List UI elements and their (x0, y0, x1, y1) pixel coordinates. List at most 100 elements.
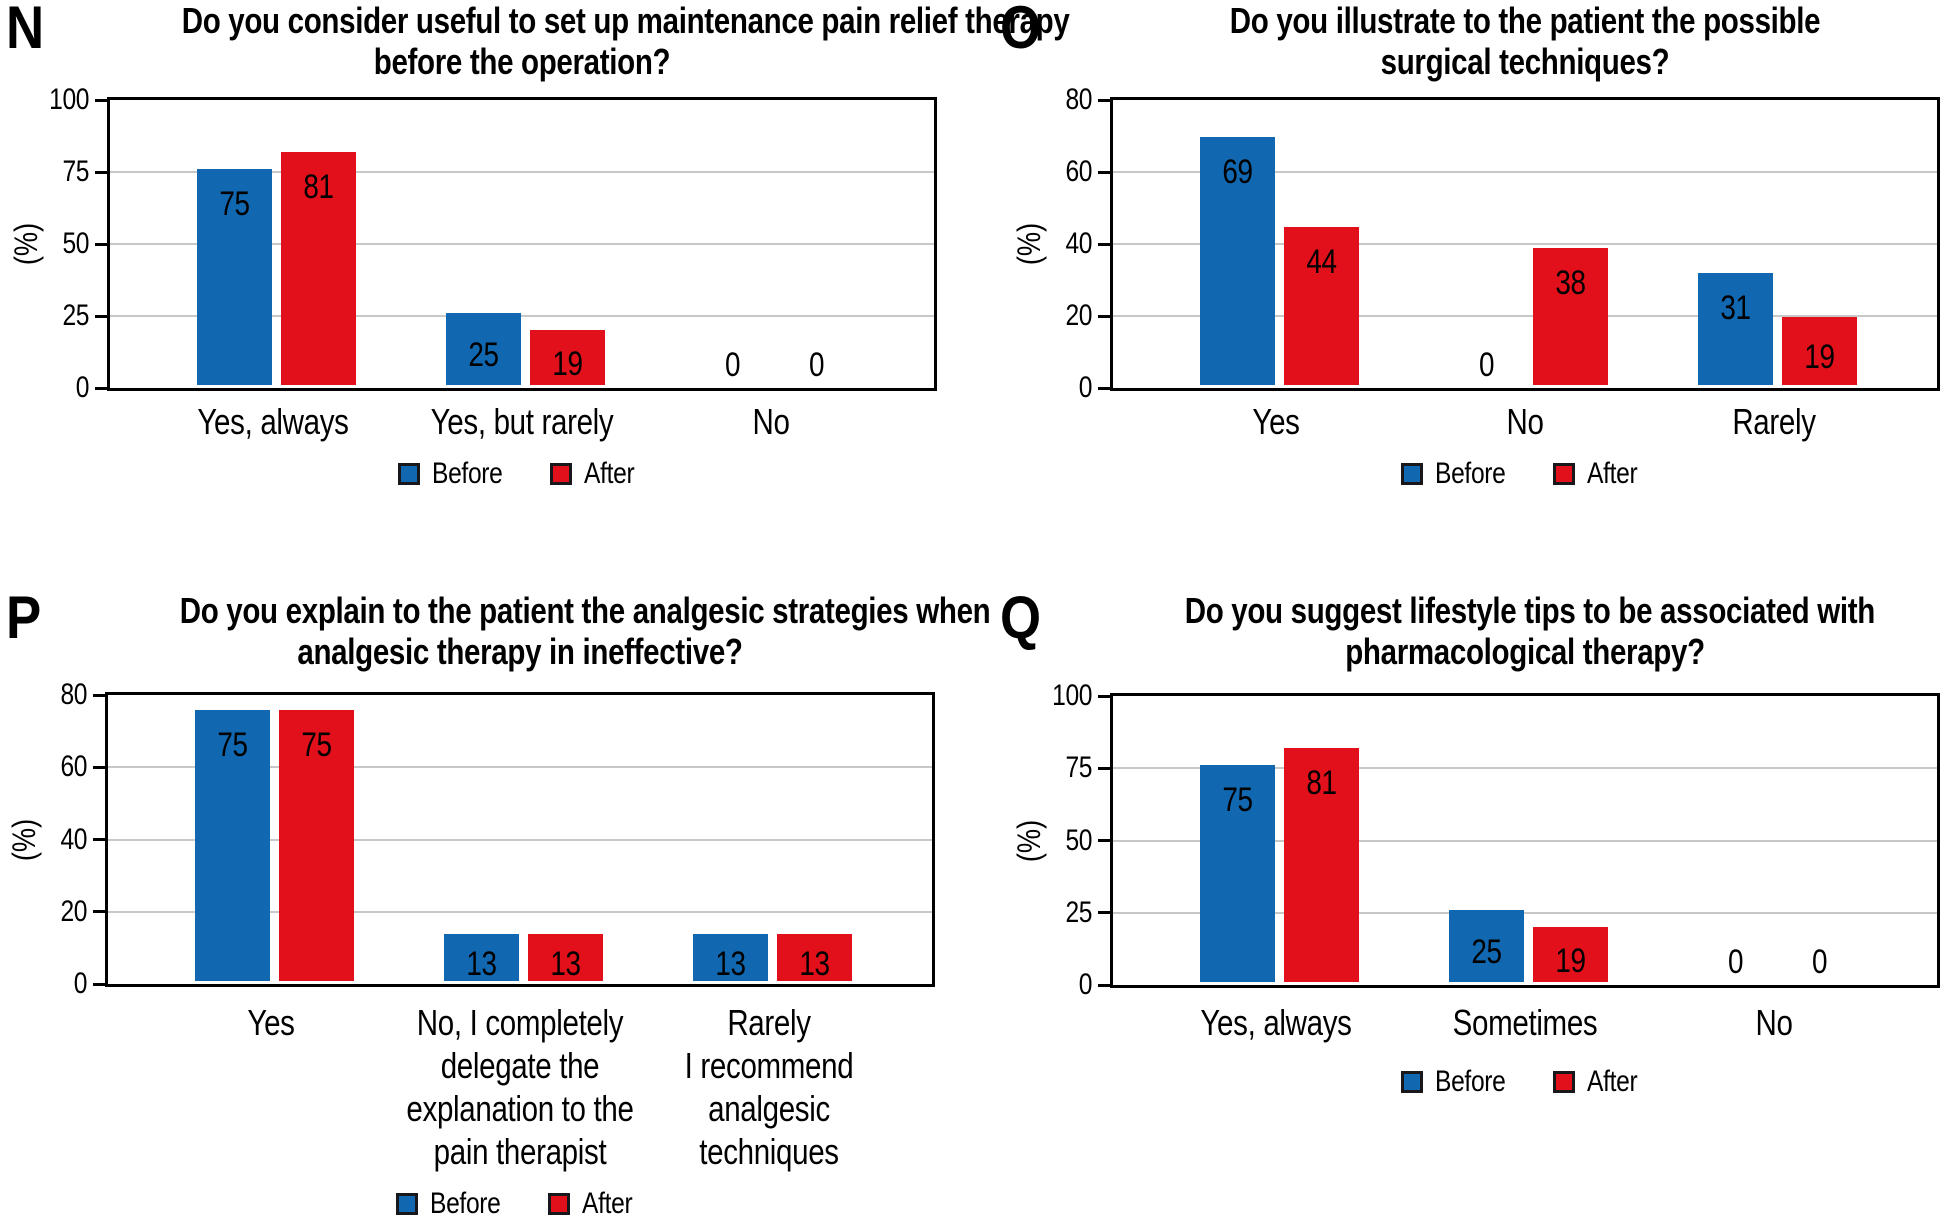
y-tick-label: 100 (49, 83, 89, 116)
bar-before (196, 169, 272, 385)
legend-label-before: Before (1435, 457, 1506, 490)
y-tick-mark (95, 386, 107, 390)
y-tick-label: 80 (1065, 83, 1092, 116)
x-category-label-line: Sometimes (1452, 1002, 1598, 1043)
legend-label-before: Before (432, 457, 503, 490)
bar-before (443, 934, 519, 981)
bar-value-label: 38 (1554, 264, 1586, 303)
y-tick-mark (95, 170, 107, 174)
legend-swatch-before (1401, 463, 1424, 485)
y-tick-mark (1098, 98, 1110, 102)
bar-after (1283, 226, 1359, 385)
y-tick-label: 75 (1065, 751, 1092, 785)
bar-value-label: 0 (808, 346, 824, 384)
bar-value-label: 25 (1470, 932, 1502, 971)
x-category-label-line: No, I completely (416, 1002, 624, 1043)
legend: Before After (105, 1188, 935, 1220)
legend: Before After (107, 458, 937, 490)
gridline (1113, 911, 1937, 914)
chart-title-line: Do you suggest lifestyle tips to be asso… (1184, 590, 1876, 631)
y-tick-label: 40 (1065, 227, 1092, 260)
gridline (1113, 243, 1937, 245)
legend-swatch-before (396, 1193, 419, 1215)
panel-letter: Q (1000, 584, 1042, 651)
y-tick-label: 0 (1078, 371, 1093, 404)
bar-value-label: 13 (714, 944, 746, 983)
gridline (1113, 839, 1937, 842)
plot-area: 75 81 25 19 0 0 (1110, 693, 1940, 988)
bar-before (445, 313, 521, 385)
bar-value-label: 19 (1803, 337, 1835, 376)
x-category-label: Yes (111, 1001, 431, 1044)
panel-letter: N (6, 0, 45, 61)
legend-swatch-after (548, 1193, 571, 1215)
y-tick-label: 50 (62, 227, 89, 260)
y-tick-label: 20 (1065, 299, 1092, 332)
y-tick-mark (1098, 242, 1110, 246)
bar-before (1199, 765, 1275, 982)
chart-title: Do you suggest lifestyle tips to be asso… (1110, 590, 1940, 672)
bar-after (1532, 927, 1608, 982)
bar-after (776, 934, 852, 981)
x-category-label-line: Yes, always (197, 401, 349, 442)
bar-after (1532, 248, 1608, 385)
gridline (1113, 171, 1937, 173)
bar-value-label: 19 (1554, 941, 1586, 980)
y-tick-mark (93, 982, 105, 986)
x-category-label-line: Yes, but rarely (430, 401, 614, 442)
x-category-label-line: Yes (1252, 401, 1300, 442)
panel-letter: O (1000, 0, 1042, 61)
x-category-label: No (1365, 400, 1685, 443)
x-category-label: Yes, always (1116, 1001, 1436, 1044)
bar-value-label: 13 (465, 944, 497, 983)
plot-area: 75 81 25 19 0 0 (107, 97, 937, 391)
chart-title-line: analgesic therapy in ineffective? (297, 631, 743, 672)
bar-value-label: 19 (551, 344, 583, 383)
bar-after (1781, 316, 1857, 385)
bar-after (527, 934, 603, 981)
bar-value-label: 13 (798, 944, 830, 983)
x-category-label: Yes, but rarely (362, 400, 682, 443)
gridline (108, 838, 932, 841)
bar-value-label: 75 (218, 185, 250, 223)
x-category-label-line: No (752, 401, 790, 442)
legend-swatch-after (1553, 463, 1576, 485)
y-tick-mark (1098, 170, 1110, 174)
y-tick-mark (95, 98, 107, 102)
y-tick-label: 40 (60, 822, 87, 856)
plot-area: 75 75 13 13 13 13 (105, 692, 935, 987)
legend-label-after: After (1587, 1065, 1638, 1098)
x-category-label-line: Rarely (727, 1002, 811, 1043)
x-category-label-line: Rarely (1732, 401, 1816, 442)
bar-value-label: 25 (467, 336, 499, 374)
y-tick-label: 0 (1078, 968, 1093, 1001)
gridline (110, 171, 934, 173)
bar-after (1283, 747, 1359, 982)
legend-item-before: Before (1401, 1067, 1521, 1097)
x-category-label: Sometimes (1365, 1001, 1685, 1044)
y-tick-mark (93, 693, 105, 697)
y-tick-label: 100 (1052, 679, 1092, 712)
legend-label-after: After (582, 1187, 633, 1220)
gridline (108, 910, 932, 913)
x-category-label-line: techniques (699, 1131, 839, 1172)
legend: Before After (1110, 458, 1940, 490)
legend-label-before: Before (1435, 1065, 1506, 1098)
bar-value-label: 0 (1727, 943, 1743, 981)
chart-title: Do you illustrate to the patient the pos… (1110, 0, 1940, 82)
chart-title: Do you explain to the patient the analge… (105, 590, 991, 672)
gridline (1113, 767, 1937, 770)
bar-before (692, 934, 768, 981)
x-category-label: Rarely (1614, 400, 1934, 443)
panel-letter: P (6, 584, 42, 651)
y-tick-label: 60 (1065, 155, 1092, 188)
y-tick-mark (95, 242, 107, 246)
legend: Before After (1110, 1066, 1940, 1098)
y-tick-mark (1098, 386, 1110, 390)
bar-after (529, 330, 605, 385)
x-category-label: Yes, always (113, 400, 433, 443)
